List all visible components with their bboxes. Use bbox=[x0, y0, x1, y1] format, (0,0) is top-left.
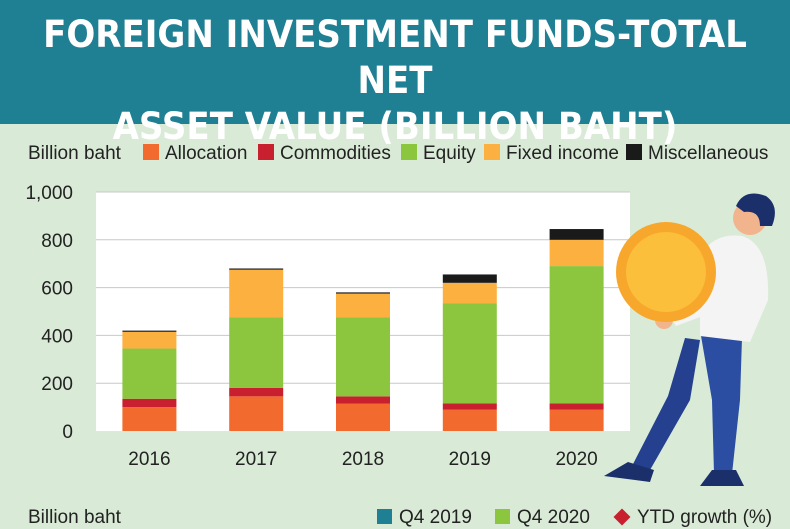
legend-item-fixed-income: Fixed income bbox=[484, 143, 619, 165]
coin-inner bbox=[626, 232, 706, 312]
person-shoe-back bbox=[604, 462, 654, 482]
x-tick-label: 2018 bbox=[342, 449, 384, 470]
y-tick-label: 0 bbox=[62, 422, 73, 443]
footer-unit-label: Billion baht bbox=[28, 507, 121, 528]
legend-item-allocation: Allocation bbox=[143, 143, 247, 165]
legend-label-allocation: Allocation bbox=[165, 143, 248, 164]
y-tick-label: 400 bbox=[41, 326, 73, 347]
bar-segment-miscellaneous-2019 bbox=[442, 274, 497, 283]
title-banner: FOREIGN INVESTMENT FUNDS-TOTAL NET ASSET… bbox=[0, 0, 790, 148]
footer-item-ytd-growth: YTD growth (%) bbox=[613, 507, 773, 529]
legend-swatch-allocation bbox=[143, 144, 159, 160]
bar-segment-allocation-2016 bbox=[122, 407, 177, 431]
bar-segment-allocation-2020 bbox=[549, 409, 604, 431]
bar-segment-commodities-2018 bbox=[336, 396, 390, 404]
bar-segment-equity-2020 bbox=[549, 266, 604, 404]
legend-item-equity: Equity bbox=[401, 143, 476, 165]
legend-item-commodities: Commodities bbox=[258, 143, 391, 165]
bar-segment-commodities-2019 bbox=[442, 403, 497, 410]
person-leg-back bbox=[632, 338, 700, 470]
footer-label-ytd-growth: YTD growth (%) bbox=[637, 507, 773, 528]
y-tick-label: 1,000 bbox=[25, 183, 73, 204]
bar-segment-miscellaneous-2018 bbox=[336, 292, 390, 294]
footer-swatch-q4-2020 bbox=[495, 509, 510, 524]
y-tick-label: 200 bbox=[41, 374, 73, 395]
x-tick-label: 2019 bbox=[449, 449, 491, 470]
footer-item-q4-2019: Q4 2019 bbox=[377, 507, 472, 529]
footer-item-q4-2020: Q4 2020 bbox=[495, 507, 590, 529]
legend-swatch-fixed-income bbox=[484, 144, 500, 160]
bar-segment-equity-2017 bbox=[229, 317, 284, 388]
legend-label-commodities: Commodities bbox=[280, 143, 391, 164]
x-tick-label: 2020 bbox=[555, 449, 597, 470]
chart-title-line2: ASSET VALUE (BILLION BAHT) bbox=[112, 105, 678, 148]
secondary-legend: Billion baht Q4 2019 Q4 2020 YTD growth … bbox=[0, 502, 790, 529]
bar-segment-commodities-2020 bbox=[549, 403, 604, 410]
bar-segment-fixed-income-2016 bbox=[122, 331, 177, 349]
legend: Billion baht Allocation Commodities Equi… bbox=[0, 141, 790, 167]
bar-segment-commodities-2017 bbox=[229, 387, 284, 397]
chart-title: FOREIGN INVESTMENT FUNDS-TOTAL NET ASSET… bbox=[32, 12, 759, 150]
legend-swatch-commodities bbox=[258, 144, 274, 160]
bar-segment-fixed-income-2020 bbox=[549, 239, 604, 267]
bar-segment-allocation-2017 bbox=[229, 396, 284, 431]
person-carrying-coin-illustration bbox=[604, 193, 775, 486]
person-leg-front bbox=[700, 330, 742, 474]
legend-label-miscellaneous: Miscellaneous bbox=[648, 143, 769, 164]
footer-label-q4-2020: Q4 2020 bbox=[517, 507, 590, 528]
footer-label-q4-2019: Q4 2019 bbox=[399, 507, 472, 528]
legend-swatch-equity bbox=[401, 144, 417, 160]
legend-unit-label: Billion baht bbox=[28, 143, 121, 164]
bar-segment-miscellaneous-2016 bbox=[122, 330, 177, 332]
bar-segment-fixed-income-2019 bbox=[442, 282, 497, 304]
legend-label-fixed-income: Fixed income bbox=[506, 143, 619, 164]
bar-segment-equity-2018 bbox=[336, 317, 390, 397]
legend-item-miscellaneous: Miscellaneous bbox=[626, 143, 768, 165]
bar-segment-miscellaneous-2017 bbox=[229, 268, 284, 270]
footer-swatch-q4-2019 bbox=[377, 509, 392, 524]
chart-title-line1: FOREIGN INVESTMENT FUNDS-TOTAL NET bbox=[43, 13, 747, 102]
x-tick-label: 2016 bbox=[128, 449, 170, 470]
bar-segment-equity-2019 bbox=[442, 303, 497, 404]
bar-segment-fixed-income-2017 bbox=[229, 269, 284, 318]
bar-segment-miscellaneous-2020 bbox=[549, 229, 604, 240]
y-tick-label: 600 bbox=[41, 279, 73, 300]
legend-swatch-miscellaneous bbox=[626, 144, 642, 160]
bar-segment-fixed-income-2018 bbox=[336, 293, 390, 318]
x-tick-label: 2017 bbox=[235, 449, 277, 470]
legend-label-equity: Equity bbox=[423, 143, 476, 164]
bar-segment-commodities-2016 bbox=[122, 398, 177, 408]
bar-segment-equity-2016 bbox=[122, 348, 177, 399]
bar-segment-allocation-2019 bbox=[442, 409, 497, 431]
person-shoe-front bbox=[700, 470, 744, 486]
y-tick-label: 800 bbox=[41, 231, 73, 252]
bar-segment-allocation-2018 bbox=[336, 403, 390, 431]
footer-diamond-ytd-growth bbox=[613, 508, 631, 526]
person-hair bbox=[736, 193, 775, 226]
